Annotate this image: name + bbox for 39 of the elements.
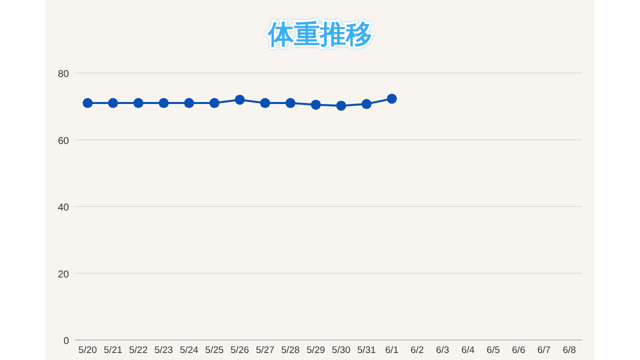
x-tick-label: 5/20 <box>78 345 97 356</box>
x-tick-label: 5/27 <box>256 345 274 356</box>
point <box>158 98 169 108</box>
x-tick-label: 5/26 <box>230 345 250 356</box>
x-tick-label: 5/25 <box>205 345 224 356</box>
x-tick-label: 6/4 <box>461 345 475 356</box>
point <box>336 100 346 111</box>
y-tick-label: 0 <box>63 336 70 347</box>
point <box>285 98 296 108</box>
x-tick-label: 6/3 <box>436 345 450 356</box>
point <box>234 94 245 105</box>
x-tick-label: 6/6 <box>512 345 526 356</box>
point <box>184 98 194 108</box>
point <box>133 98 144 108</box>
x-tick-label: 5/30 <box>332 345 350 356</box>
y-tick-label: 40 <box>58 202 70 214</box>
point <box>82 98 93 108</box>
point <box>260 98 270 108</box>
x-tick-label: 5/23 <box>154 345 173 356</box>
x-tick-label: 5/21 <box>104 345 122 356</box>
x-tick-label: 5/29 <box>306 345 326 356</box>
chart-title: 体重推移 <box>267 20 372 50</box>
x-tick-label: 6/1 <box>385 345 398 356</box>
point <box>362 99 372 110</box>
point <box>310 100 321 110</box>
point <box>386 94 397 104</box>
x-tick-label: 6/5 <box>486 345 500 356</box>
x-tick-label: 5/24 <box>180 345 198 356</box>
y-tick-label: 20 <box>58 269 70 280</box>
x-tick-label: 5/28 <box>281 345 300 356</box>
y-tick-label: 60 <box>58 136 70 147</box>
y-tick-label: 80 <box>58 69 70 80</box>
point <box>209 98 220 108</box>
x-tick-label: 5/31 <box>357 345 376 356</box>
point <box>108 98 118 108</box>
x-tick-label: 6/7 <box>537 345 551 356</box>
x-tick-label: 5/22 <box>129 345 148 356</box>
x-tick-label: 6/2 <box>410 345 424 356</box>
x-tick-label: 6/8 <box>562 345 576 356</box>
